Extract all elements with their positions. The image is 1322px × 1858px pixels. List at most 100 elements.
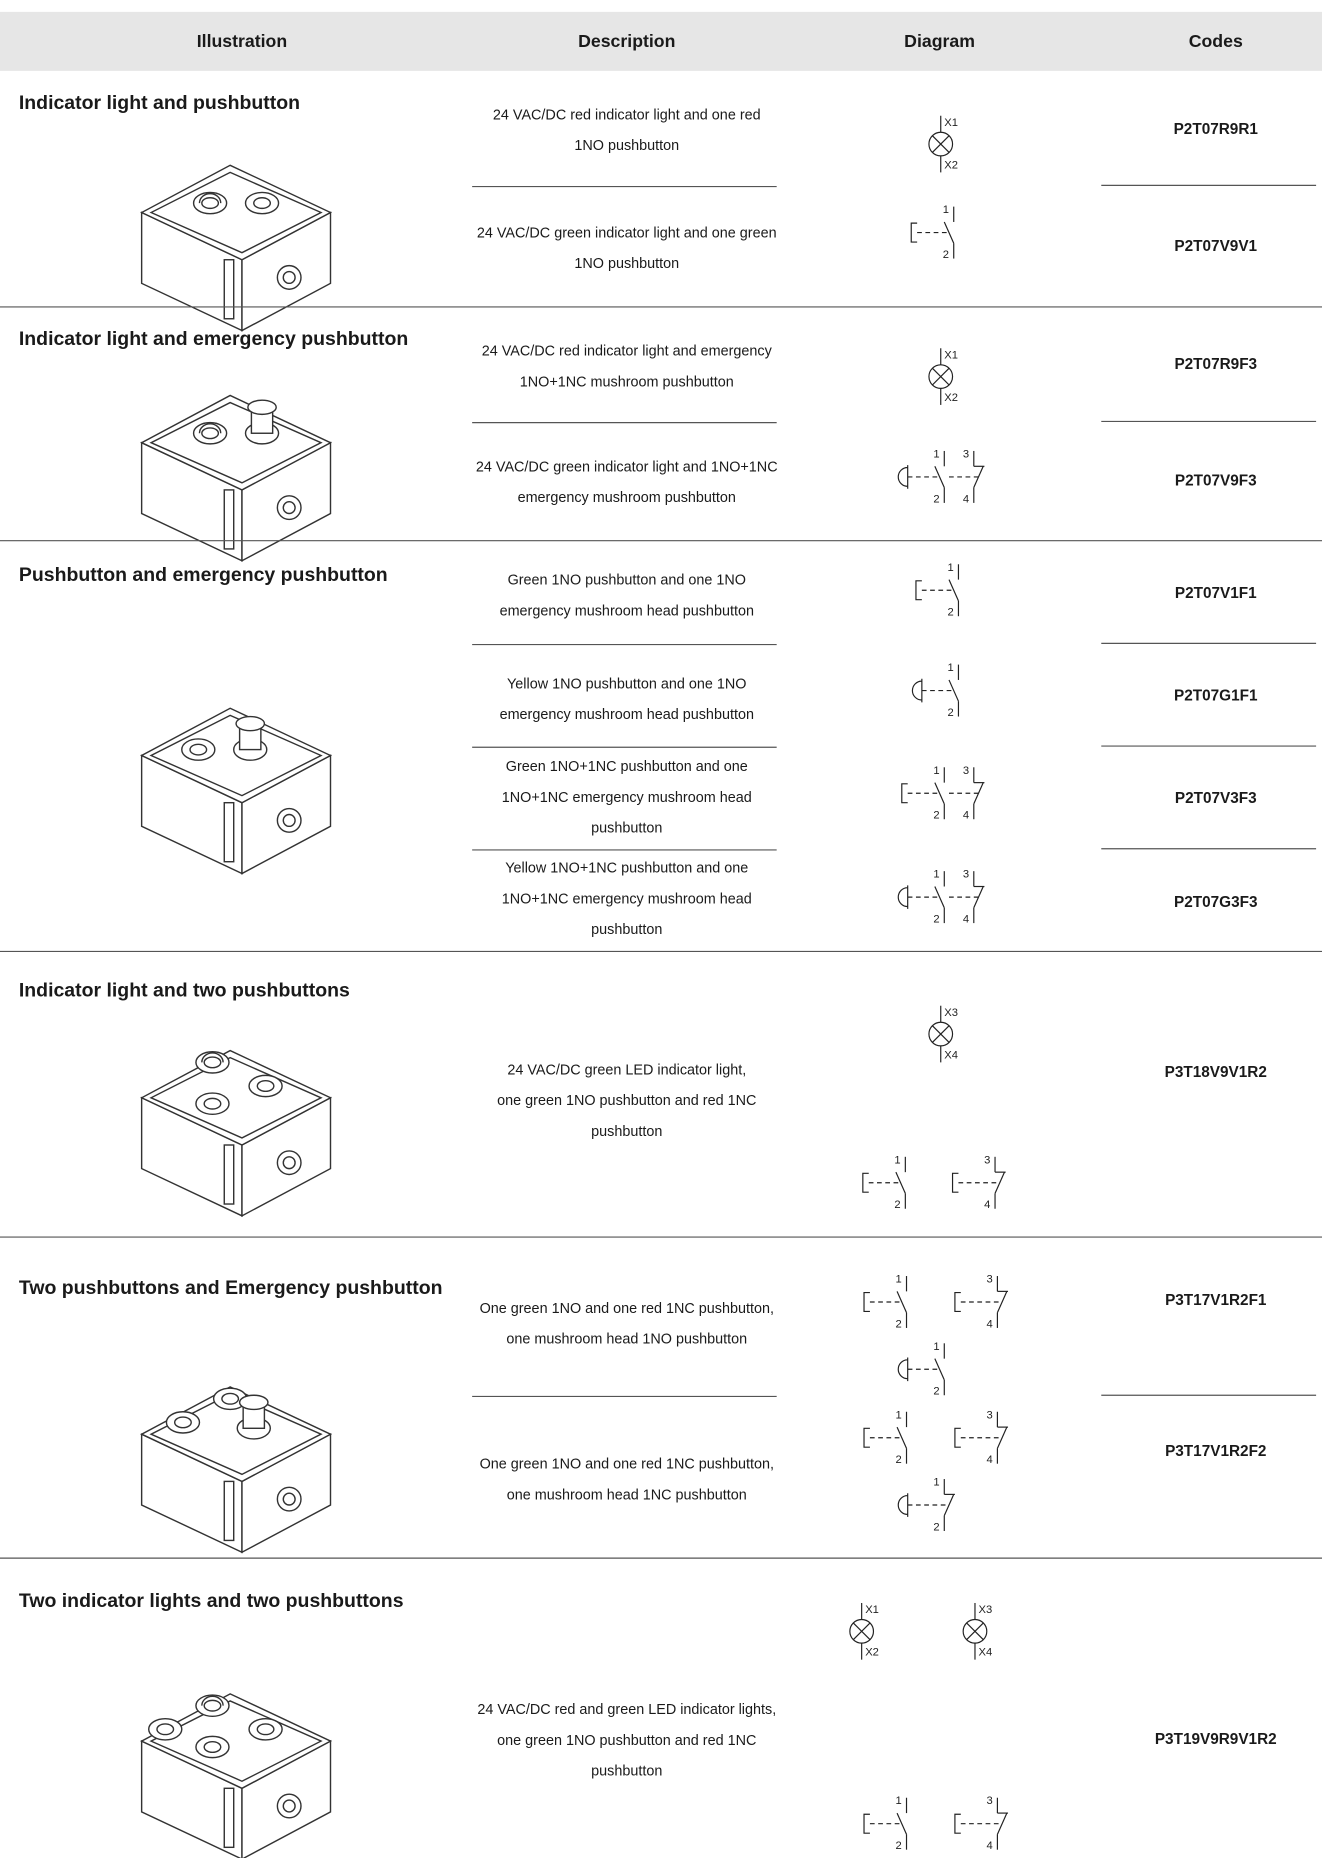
symbol-line — [852, 1622, 871, 1640]
symbol-line — [932, 1025, 950, 1043]
box-lid-inner — [149, 401, 323, 484]
terminal-label: 1 — [947, 562, 953, 574]
description-line: Yellow 1NO pushbutton and one 1NO — [507, 676, 746, 692]
button-inner — [256, 1723, 275, 1736]
description-line: Yellow 1NO+1NC pushbutton and one — [505, 861, 748, 877]
box-lid-inner — [149, 171, 323, 254]
header-cell: Illustration — [197, 31, 287, 51]
terminal-label: X2 — [944, 392, 958, 404]
description-line: pushbutton — [591, 922, 662, 938]
pushbutton-actuator — [862, 1172, 869, 1193]
description-line: 24 VAC/DC red indicator light and emerge… — [482, 344, 773, 360]
terminal-label: X4 — [944, 1049, 958, 1061]
terminal-label: 1 — [947, 662, 953, 674]
description-line: 1NO pushbutton — [574, 256, 679, 272]
terminal-label: 4 — [963, 914, 969, 926]
terminal-label: 4 — [986, 1454, 992, 1466]
product-code: P2T07G3F3 — [1174, 894, 1258, 911]
pushbutton-actuator — [863, 1813, 870, 1834]
terminal-label: X3 — [944, 1007, 958, 1019]
symbol-line — [932, 135, 950, 153]
terminal-label: 4 — [986, 1840, 992, 1852]
symbol-line — [934, 466, 945, 488]
cable-gland — [282, 1799, 296, 1813]
terminal-label: 2 — [933, 810, 939, 822]
header-cell: Diagram — [904, 31, 975, 51]
terminal-label: 1 — [896, 1409, 902, 1421]
terminal-label: 3 — [984, 1154, 990, 1166]
description-line: pushbutton — [591, 1124, 662, 1140]
header-cell: Codes — [1189, 31, 1243, 51]
description-line: 24 VAC/DC green indicator light and 1NO+… — [476, 459, 778, 475]
button-inner — [201, 427, 220, 440]
button-inner — [201, 197, 220, 210]
pushbutton-actuator — [951, 1172, 959, 1193]
symbol-line — [943, 221, 955, 244]
symbol-line — [934, 886, 945, 908]
group-title: Two indicator lights and two pushbuttons — [19, 1590, 404, 1612]
description-line: 1NO+1NC emergency mushroom head — [502, 891, 752, 907]
terminal-label: 2 — [896, 1454, 902, 1466]
mushroom-actuator — [897, 1493, 909, 1517]
description-line: One green 1NO and one red 1NC pushbutton… — [480, 1301, 774, 1317]
pushbutton-actuator — [910, 222, 918, 243]
terminal-label: 1 — [933, 448, 939, 460]
terminal-label: 1 — [894, 1154, 900, 1166]
pushbutton-actuator — [954, 1291, 961, 1313]
description-line: 24 VAC/DC red indicator light and one re… — [493, 108, 761, 124]
symbol-line — [948, 579, 959, 602]
symbol-line — [895, 1171, 906, 1194]
terminal-label: 2 — [943, 249, 949, 261]
terminal-label: 1 — [943, 204, 949, 216]
header-band — [0, 11, 1322, 71]
terminal-label: 3 — [986, 1795, 992, 1807]
button-inner — [256, 1079, 275, 1093]
box-rib — [223, 1480, 235, 1542]
mushroom-cap — [238, 1394, 269, 1411]
terminal-label: 2 — [933, 493, 939, 505]
symbol-line — [934, 782, 945, 805]
symbol-line — [948, 679, 959, 702]
terminal-label: 2 — [933, 914, 939, 926]
button-inner — [173, 1416, 192, 1429]
terminal-label: 3 — [986, 1409, 992, 1421]
pushbutton-actuator — [954, 1813, 961, 1834]
product-code: P3T17V1R2F2 — [1165, 1443, 1266, 1460]
description-line: emergency mushroom pushbutton — [518, 490, 736, 506]
symbol-line — [896, 1426, 908, 1449]
product-code: P2T07V3F3 — [1175, 790, 1257, 807]
symbol-line — [996, 1291, 1008, 1313]
description-line: 1NO+1NC mushroom pushbutton — [520, 374, 734, 390]
mushroom-actuator — [897, 465, 909, 489]
description-line: One green 1NO and one red 1NC pushbutton… — [480, 1457, 774, 1473]
symbol-line — [996, 1812, 1008, 1835]
mushroom-actuator — [897, 1357, 909, 1382]
cable-gland — [282, 1492, 296, 1506]
product-code: P3T19V9R9V1R2 — [1155, 1731, 1277, 1748]
description-line: pushbutton — [591, 820, 662, 836]
cable-gland — [282, 270, 296, 285]
description-line: Green 1NO pushbutton and one 1NO — [508, 573, 746, 589]
mushroom-cap — [235, 715, 266, 732]
terminal-label: 2 — [896, 1840, 902, 1852]
group-title: Two pushbuttons and Emergency pushbutton — [19, 1277, 443, 1299]
cable-gland — [282, 813, 296, 828]
terminal-label: 1 — [933, 1477, 939, 1489]
symbol-line — [932, 367, 950, 386]
product-code: P2T07V9V1 — [1174, 238, 1257, 255]
box-rib — [223, 801, 235, 863]
description-line: pushbutton — [591, 1764, 662, 1780]
description-line: 1NO pushbutton — [574, 138, 679, 154]
description-line: 1NO+1NC emergency mushroom head — [502, 790, 752, 806]
terminal-label: 4 — [963, 810, 969, 822]
product-code: P2T07R9F3 — [1174, 356, 1257, 373]
group-title: Indicator light and pushbutton — [19, 92, 300, 114]
product-code: P2T07V1F1 — [1175, 585, 1257, 602]
terminal-label: 2 — [896, 1318, 902, 1330]
symbol-line — [966, 1622, 984, 1640]
product-code: P2T07R9R1 — [1174, 121, 1259, 138]
terminal-label: 4 — [963, 493, 969, 505]
terminal-label: X4 — [979, 1647, 993, 1659]
